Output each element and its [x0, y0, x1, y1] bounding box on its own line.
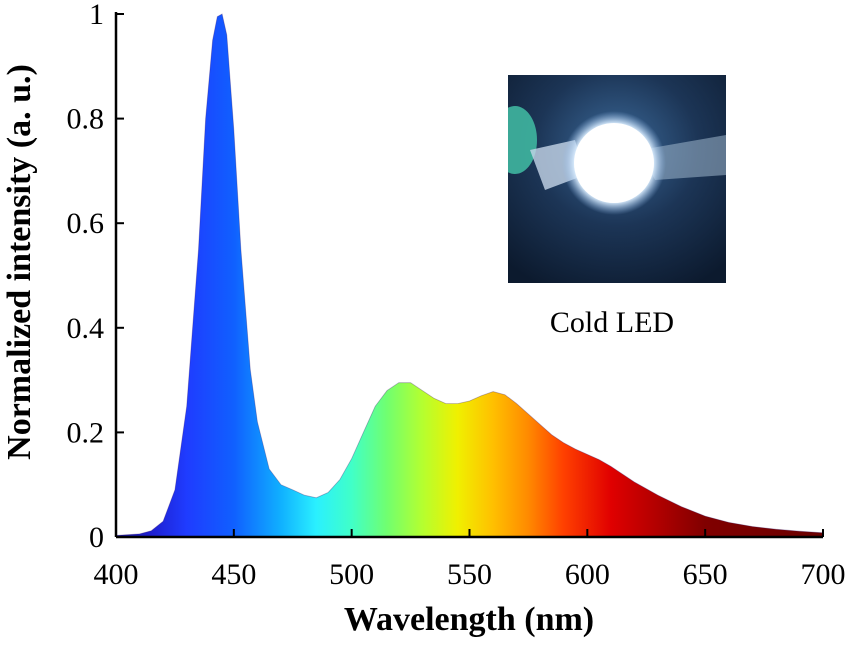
- y-axis-title: Normalized intensity (a. u.): [1, 64, 38, 460]
- led-inset-photo: [508, 75, 726, 283]
- y-tick-label: 0: [89, 521, 104, 554]
- x-tick-label: 500: [329, 558, 374, 591]
- x-tick-label: 650: [683, 558, 728, 591]
- spectrum-outline: [115, 13, 824, 536]
- x-tick-label: 450: [211, 558, 256, 591]
- y-tick-label: 0.2: [67, 416, 105, 449]
- y-axis-ticks: 0 0.2 0.4 0.6 0.8 1: [67, 0, 124, 554]
- inset-caption: Cold LED: [550, 306, 674, 339]
- x-axis-title: Wavelength (nm): [344, 601, 594, 638]
- y-tick-label: 0.6: [67, 207, 105, 240]
- y-tick-label: 0.8: [67, 103, 105, 136]
- spectrum-area: [116, 14, 823, 537]
- y-tick-label: 1: [89, 0, 104, 31]
- x-tick-label: 400: [94, 558, 139, 591]
- y-tick-label: 0.4: [67, 312, 105, 345]
- x-tick-label: 600: [565, 558, 610, 591]
- x-axis-ticks: 400 450 500 550 600 650 700: [94, 529, 846, 591]
- x-tick-label: 550: [447, 558, 492, 591]
- x-tick-label: 700: [801, 558, 846, 591]
